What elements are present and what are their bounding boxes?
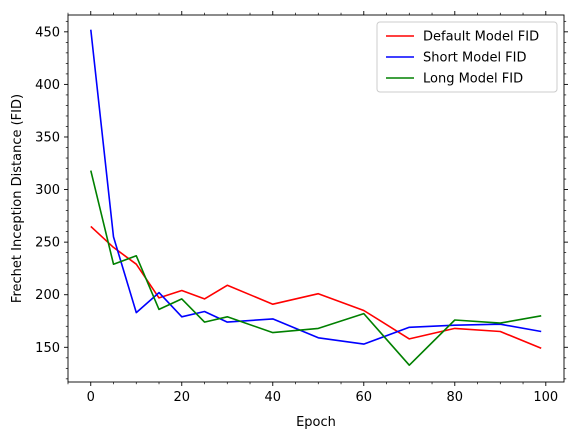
y-axis-label: Frechet Inception Distance (FID) (10, 94, 25, 303)
x-tick-label: 80 (447, 390, 464, 405)
y-tick-label: 200 (35, 288, 60, 303)
x-axis-label: Epoch (296, 415, 336, 430)
y-tick-label: 450 (35, 25, 60, 40)
legend-label-2: Long Model FID (423, 72, 523, 87)
y-tick-label: 400 (35, 78, 60, 93)
legend-label-1: Short Model FID (423, 51, 527, 66)
x-tick-label: 0 (87, 390, 95, 405)
x-tick-label: 20 (173, 390, 190, 405)
x-tick-label: 100 (533, 390, 558, 405)
y-tick-label: 250 (35, 236, 60, 251)
x-tick-label: 60 (356, 390, 373, 405)
y-tick-label: 300 (35, 183, 60, 198)
x-tick-label: 40 (264, 390, 281, 405)
y-tick-label: 150 (35, 341, 60, 356)
legend-label-0: Default Model FID (423, 30, 539, 45)
y-tick-label: 350 (35, 130, 60, 145)
legend: Default Model FID Short Model FID Long Mod… (377, 22, 557, 92)
